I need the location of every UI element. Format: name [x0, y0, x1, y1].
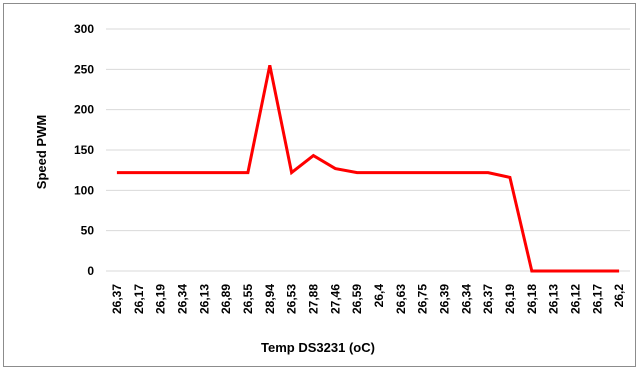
x-tick-label: 26,34	[175, 284, 189, 314]
x-tick-label: 26,13	[547, 284, 561, 314]
x-tick-label: 26,34	[459, 284, 473, 314]
y-tick-label: 300	[74, 22, 94, 36]
x-tick-label: 26,18	[525, 284, 539, 314]
x-tick-label: 26,75	[416, 284, 430, 314]
x-tick-label: 26,12	[568, 284, 582, 314]
y-tick-label: 0	[87, 264, 94, 278]
y-tick-label: 200	[74, 103, 94, 117]
x-axis-label: Temp DS3231 (oC)	[261, 340, 375, 355]
x-tick-label: 26,37	[110, 284, 124, 314]
x-tick-label: 26,59	[350, 284, 364, 314]
x-tick-label: 26,17	[132, 284, 146, 314]
y-tick-label: 250	[74, 62, 94, 76]
chart-frame	[3, 3, 636, 367]
x-tick-label: 26,17	[590, 284, 604, 314]
x-tick-label: 26,37	[481, 284, 495, 314]
grid-lines	[106, 28, 630, 272]
series-group	[116, 65, 620, 273]
x-tick-label: 26,4	[372, 284, 386, 308]
x-tick-label: 28,94	[263, 284, 277, 314]
x-tick-label: 26,19	[503, 284, 517, 314]
x-axis-ticks: 26,37 26,17 26,19 26,34 26,13 26,89 26,55 28,94…	[110, 284, 626, 314]
x-tick-label: 26,13	[197, 284, 211, 314]
x-tick-label: 26,55	[241, 284, 255, 314]
x-tick-label: 26,19	[154, 284, 168, 314]
series-line	[116, 65, 620, 273]
x-tick-label: 26,53	[285, 284, 299, 314]
x-tick-label: 26,89	[219, 284, 233, 314]
y-axis-label: Speed PWM	[34, 115, 49, 189]
x-tick-label: 27,88	[306, 284, 320, 314]
x-tick-label: 27,46	[328, 284, 342, 314]
y-tick-label: 150	[74, 143, 94, 157]
y-tick-label: 100	[74, 183, 94, 197]
x-tick-label: 26,63	[394, 284, 408, 314]
x-tick-label: 26,2	[612, 284, 626, 308]
y-tick-label: 50	[81, 224, 95, 238]
x-tick-label: 26,39	[437, 284, 451, 314]
y-axis-ticks: 0 50 100 150 200 250 300	[74, 22, 94, 278]
